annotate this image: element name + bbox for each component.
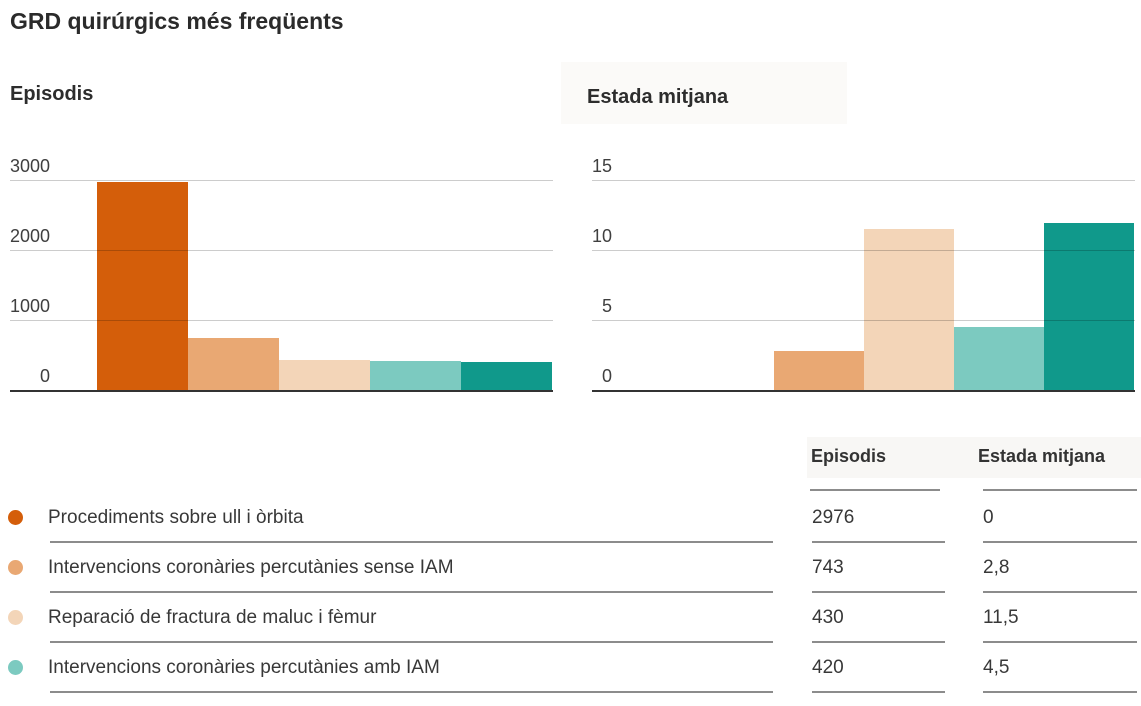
y-tick-label: 3000 [10,156,51,176]
chart-title-episodis: Episodis [10,83,94,105]
table-header-highlight [807,437,1141,478]
bar-series-0 [97,181,188,390]
bar-series-2 [279,359,370,390]
header-underline-estada [983,489,1137,491]
table-row-estada-value: 11,5 [983,607,1019,628]
table-row-episodis-value: 2976 [812,507,855,528]
table-row-estada-value: 2,8 [983,557,1010,578]
row-underline [50,691,773,693]
y-tick-label: 0 [601,366,612,386]
legend-dot [8,610,23,625]
table-row-label: Intervencions coronàries percutànies amb… [48,657,440,678]
row-underline [983,641,1137,643]
bar-series-2 [864,229,954,390]
table-row: Intervencions coronàries percutànies amb… [0,643,1141,693]
table-row: Reparació de fractura de maluc i fèmur 4… [0,593,1141,643]
page-title: GRD quirúrgics més freqüents [10,8,344,34]
table-row-estada-value: 4,5 [983,657,1010,678]
gridline [10,180,553,181]
row-underline [812,641,945,643]
legend-dot [8,660,23,675]
table-row-estada-value: 0 [983,507,994,528]
bar-series-1 [188,337,279,390]
row-underline [983,591,1137,593]
gridline [10,250,553,251]
bar-series-4 [1044,223,1134,390]
table-row-label: Reparació de fractura de maluc i fèmur [48,607,377,628]
y-tick-label: 0 [39,366,50,386]
table-col-header-episodis: Episodis [811,446,887,466]
row-underline [983,691,1137,693]
gridline [592,180,1135,181]
bar-series-3 [370,360,461,390]
gridline [592,320,1135,321]
table-row-episodis-value: 420 [812,657,844,678]
table-row: Procediments sobre ull i òrbita 2976 0 [0,493,1141,543]
x-axis-line [10,390,553,392]
row-underline [50,591,773,593]
y-tick-label: 2000 [10,226,51,246]
table-row-label: Procediments sobre ull i òrbita [48,507,304,528]
bar-chart-estada: 0 5 10 15 [592,145,1135,392]
row-underline [812,541,945,543]
legend-dot [8,510,23,525]
bar-series-1 [774,350,864,390]
table-row: Intervencions coronàries percutànies sen… [0,543,1141,593]
chart-title-estada: Estada mitjana [587,86,729,108]
table-row-label: Intervencions coronàries percutànies sen… [48,557,454,578]
row-underline [983,541,1137,543]
bar-series-3 [954,327,1044,390]
header-underline-episodis [810,489,940,491]
y-tick-label: 15 [591,156,612,176]
x-axis-line [592,390,1135,392]
gridline [10,320,553,321]
y-tick-label: 10 [591,226,612,246]
table-row-episodis-value: 430 [812,607,844,628]
y-tick-label: 1000 [10,296,51,316]
estada-title-highlight [561,62,847,124]
gridline [592,250,1135,251]
y-tick-label: 5 [601,296,612,316]
row-underline [812,591,945,593]
table-col-header-estada: Estada mitjana [978,446,1106,466]
row-underline [50,641,773,643]
row-underline [812,691,945,693]
bar-chart-episodis: 0 1000 2000 3000 [10,145,553,392]
bar-series-4 [461,362,552,390]
table-row-episodis-value: 743 [812,557,844,578]
legend-dot [8,560,23,575]
row-underline [50,541,773,543]
